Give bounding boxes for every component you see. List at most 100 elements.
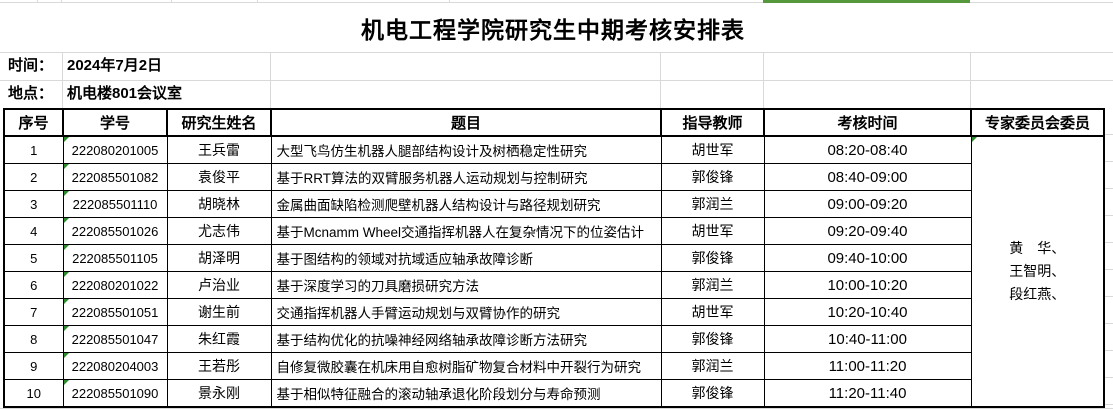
exam-time-cell[interactable]: 10:20-10:40 [763,298,972,326]
serial-cell[interactable]: 2 [3,163,64,191]
topic-cell[interactable]: 自修复微胶囊在机床用自愈树脂矿物复合材料中开裂行为研究 [270,352,662,380]
page-title: 机电工程学院研究生中期考核安排表 [361,16,745,43]
topic-cell[interactable]: 基于图结构的领域对抗域适应轴承故障诊断 [270,244,662,272]
table-header-row: 序号 学号 研究生姓名 题目 指导教师 考核时间 专家委员会委员 [3,108,1105,137]
header-topic[interactable]: 题目 [270,108,662,137]
table-row: 4 222085501026 尤志伟 基于Mcnamm Wheel交通指挥机器人在复杂… [3,217,1104,245]
schedule-table: 序号 学号 研究生姓名 题目 指导教师 考核时间 专家委员会委员 1 222080… [3,108,1105,408]
advisor-cell[interactable]: 胡世军 [660,135,765,164]
committee-member: 王智明、 [1009,263,1066,279]
student-id-cell[interactable]: 222085501051 [62,298,168,326]
time-label: 时间： [8,57,54,74]
student-id-cell[interactable]: 222085501026 [62,217,168,245]
name-cell[interactable]: 尤志伟 [166,217,272,245]
exam-time-cell[interactable]: 08:20-08:40 [763,135,972,164]
table-row: 2 222085501082 袁俊平 基于RRT算法的双臂服务机器人运动规划与控制研究… [3,163,1104,191]
table-row: 3 222085501110 胡晓林 金属曲面缺陷检测爬壁机器人结构设计与路径规划研究… [3,190,1104,218]
student-id-cell[interactable]: 222085501090 [62,379,168,408]
name-cell[interactable]: 王兵雷 [166,135,272,164]
gridline [449,0,450,2]
exam-time-cell[interactable]: 09:00-09:20 [763,190,972,218]
serial-cell[interactable]: 5 [3,244,64,272]
gridline [270,52,271,108]
committee-cell[interactable]: 黄 华、 王智明、 段红燕、 [970,135,1105,408]
advisor-cell[interactable]: 胡世军 [660,217,765,245]
name-cell[interactable]: 胡泽明 [166,244,272,272]
exam-time-cell[interactable]: 08:40-09:00 [763,163,972,191]
table-row: 1 222080201005 王兵雷 大型飞鸟仿生机器人腿部结构设计及树栖稳定性研究胡… [3,135,1105,408]
serial-cell[interactable]: 6 [3,271,64,299]
header-exam-time[interactable]: 考核时间 [763,108,972,137]
student-id-cell[interactable]: 222085501110 [62,190,168,218]
student-id-cell[interactable]: 222085501105 [62,244,168,272]
serial-cell[interactable]: 7 [3,298,64,326]
advisor-cell[interactable]: 郭俊锋 [660,379,765,408]
place-value[interactable]: 机电楼801会议室 [67,85,183,102]
gridline [660,52,661,108]
advisor-cell[interactable]: 郭俊锋 [660,163,765,191]
table-row: 6 222080201022 卢治业 基于深度学习的刀具磨损研究方法 郭润兰 10:00-… [3,271,1104,299]
table-row: 9 222080204003 王若彤 自修复微胶囊在机床用自愈树脂矿物复合材料中开裂行… [3,352,1104,380]
advisor-cell[interactable]: 郭俊锋 [660,325,765,353]
serial-cell[interactable]: 3 [3,190,64,218]
exam-time-cell[interactable]: 10:00-10:20 [763,271,972,299]
name-cell[interactable]: 朱红霞 [166,325,272,353]
topic-cell[interactable]: 基于Mcnamm Wheel交通指挥机器人在复杂情况下的位姿估计 [270,217,662,245]
committee-member: 段红燕、 [1009,286,1066,302]
student-id-cell[interactable]: 222080204003 [62,352,168,380]
name-cell[interactable]: 王若彤 [166,352,272,380]
topic-cell[interactable]: 大型飞鸟仿生机器人腿部结构设计及树栖稳定性研究 [270,135,662,164]
gridline [171,0,172,2]
exam-time-cell[interactable]: 11:00-11:20 [763,352,972,380]
gridline-strip [1104,108,1113,408]
student-id-cell[interactable]: 222080201022 [62,271,168,299]
serial-cell[interactable]: 9 [3,352,64,380]
gridline [0,52,1113,53]
name-cell[interactable]: 胡晓林 [166,190,272,218]
name-cell[interactable]: 谢生前 [166,298,272,326]
gridline [61,0,62,2]
gridline [37,0,38,2]
header-serial[interactable]: 序号 [3,108,64,137]
place-info-row: 地点： 机电楼801会议室 [0,80,1113,108]
topic-cell[interactable]: 基于RRT算法的双臂服务机器人运动规划与控制研究 [270,163,662,191]
topic-cell[interactable]: 基于结构优化的抗噪神经网络轴承故障诊断方法研究 [270,325,662,353]
exam-time-cell[interactable]: 10:40-11:00 [763,325,972,353]
header-name[interactable]: 研究生姓名 [166,108,272,137]
serial-cell[interactable]: 1 [3,135,64,164]
exam-time-cell[interactable]: 11:20-11:40 [763,379,972,408]
table-row: 7 222085501051 谢生前 交通指挥机器人手臂运动规划与双臂协作的研究 胡世军… [3,298,1104,326]
header-student-id[interactable]: 学号 [62,108,168,137]
advisor-cell[interactable]: 郭俊锋 [660,244,765,272]
table-row: 10 222085501090 景永刚 基于相似特征融合的滚动轴承退化阶段划分与寿命预… [3,379,1104,408]
column-selection-indicator [763,0,970,3]
student-id-cell[interactable]: 222080201005 [62,135,168,164]
advisor-cell[interactable]: 郭润兰 [660,190,765,218]
topic-cell[interactable]: 基于深度学习的刀具磨损研究方法 [270,271,662,299]
table-row: 8 222085501047 朱红霞 基于结构优化的抗噪神经网络轴承故障诊断方法研究郭… [3,325,1104,353]
student-id-cell[interactable]: 222085501047 [62,325,168,353]
header-advisor[interactable]: 指导教师 [660,108,765,137]
gridline [0,80,1113,81]
topic-cell[interactable]: 基于相似特征融合的滚动轴承退化阶段划分与寿命预测 [270,379,662,408]
topic-cell[interactable]: 交通指挥机器人手臂运动规划与双臂协作的研究 [270,298,662,326]
name-cell[interactable]: 景永刚 [166,379,272,408]
gridline [970,52,971,108]
exam-time-cell[interactable]: 09:20-09:40 [763,217,972,245]
advisor-cell[interactable]: 郭润兰 [660,352,765,380]
gridline [0,408,1113,409]
student-id-cell[interactable]: 222085501082 [62,163,168,191]
serial-cell[interactable]: 10 [3,379,64,408]
serial-cell[interactable]: 4 [3,217,64,245]
topic-cell[interactable]: 金属曲面缺陷检测爬壁机器人结构设计与路径规划研究 [270,190,662,218]
serial-cell[interactable]: 8 [3,325,64,353]
name-cell[interactable]: 卢治业 [166,271,272,299]
advisor-cell[interactable]: 郭润兰 [660,271,765,299]
time-value[interactable]: 2024年7月2日 [67,57,163,74]
header-committee[interactable]: 专家委员会委员 [970,108,1105,137]
advisor-cell[interactable]: 胡世军 [660,298,765,326]
name-cell[interactable]: 袁俊平 [166,163,272,191]
exam-time-cell[interactable]: 09:40-10:00 [763,244,972,272]
time-info-row: 时间： 2024年7月2日 [0,52,1113,80]
